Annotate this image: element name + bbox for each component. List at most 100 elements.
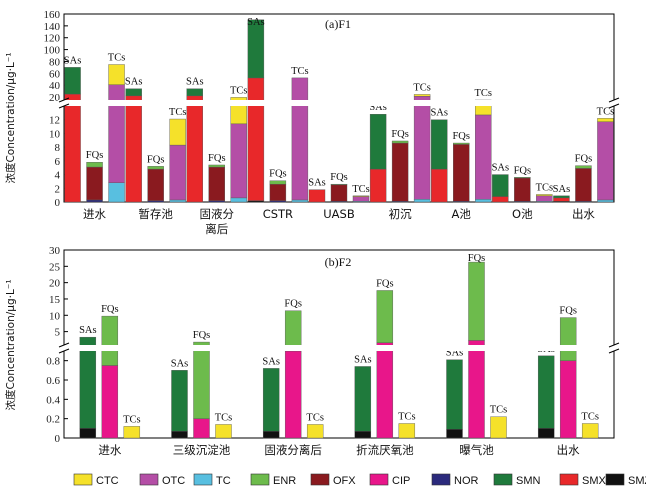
bar-group-label: SAs	[125, 77, 143, 88]
bar-smz	[446, 429, 463, 439]
y-tick-label: 80	[49, 56, 61, 68]
bar-ofx	[330, 184, 348, 202]
bar-group-label: TCs	[123, 414, 141, 425]
bar-group-label: TCs	[352, 184, 370, 195]
legend-label-ctc: CTC	[96, 475, 119, 487]
bar-enr	[391, 140, 409, 144]
bar-group-label: FQs	[330, 172, 348, 183]
bar-ctc	[581, 423, 599, 439]
bar-smz	[247, 200, 265, 203]
bar-ofx	[208, 166, 225, 201]
axis-break-gap	[58, 100, 620, 106]
bar-group-label: FQs	[376, 278, 394, 289]
bar-otc	[597, 121, 614, 201]
bar-ctc	[490, 416, 507, 439]
axis-break-mark	[58, 97, 70, 103]
bar-group-label: SAs	[369, 102, 387, 113]
bar-group-label: TCs	[474, 88, 492, 99]
y-tick-label: 15	[49, 294, 61, 306]
bar-tc	[108, 182, 125, 203]
category-label: 出水	[572, 207, 595, 221]
bar-smz	[171, 431, 188, 439]
bar-enr	[269, 180, 287, 185]
legend-label-tc: TC	[216, 475, 231, 487]
bar-enr	[376, 290, 394, 343]
bar-enr	[284, 310, 302, 352]
category-label: CSTR	[263, 207, 293, 221]
bar-group-label: FQs	[147, 154, 165, 165]
y-tick-label: 20	[49, 92, 61, 104]
bar-smx	[186, 95, 203, 203]
y-tick-label: 0	[55, 197, 61, 209]
y-tick-label: 140	[44, 21, 61, 33]
legend-swatch-smn	[493, 473, 513, 486]
legend-label-smz: SMZ	[628, 475, 646, 487]
y-tick-label: 10	[49, 310, 61, 322]
bar-group-label: FQs	[575, 154, 593, 165]
bar-enr	[193, 341, 210, 419]
bar-tc	[291, 199, 309, 203]
plot-frame	[63, 249, 615, 439]
category-label: 固液分离后	[264, 443, 322, 457]
bar-cip	[284, 350, 302, 439]
y-tick-label: 20	[49, 278, 61, 290]
bar-tc	[169, 199, 186, 203]
axis-break-mark	[608, 348, 620, 354]
bar-smx	[125, 95, 142, 203]
bar-ofx	[453, 144, 470, 202]
bar-otc	[291, 77, 309, 201]
bar-group-label: TCs	[413, 82, 431, 93]
bar-group-label: SAs	[308, 178, 326, 189]
bar-smz	[262, 431, 280, 439]
bar-smz	[79, 428, 97, 439]
legend-label-nor: NOR	[454, 475, 479, 487]
category-label: A池	[452, 207, 472, 221]
y-tick-label: 5	[55, 327, 61, 339]
bar-smx	[492, 196, 509, 203]
bar-tc	[475, 199, 492, 203]
bar-group-label: FQs	[208, 153, 226, 164]
bar-ofx	[86, 166, 103, 201]
bar-enr	[468, 261, 485, 341]
category-label: UASB	[323, 207, 355, 221]
legend-label-smn: SMN	[516, 475, 541, 487]
bar-smn	[262, 368, 280, 432]
bar-smn	[537, 355, 555, 429]
axis-break-mark	[58, 348, 70, 354]
bar-smn	[64, 67, 81, 95]
legend-label-cip: CIP	[392, 475, 410, 487]
y-tick-label: 8	[55, 142, 61, 154]
bar-enr	[147, 166, 164, 170]
legend: CTC OTC TC ENR OFX CIP NOR SMN SMX SMZ	[73, 473, 646, 487]
axis-break-mark	[608, 342, 620, 348]
bar-smn	[492, 174, 509, 197]
bar-smx	[369, 168, 387, 203]
bar-ctc	[398, 423, 416, 439]
bar-ctc	[108, 64, 125, 85]
bar-enr	[330, 183, 348, 186]
bar-smz	[537, 428, 555, 439]
category-label: 初沉	[389, 207, 412, 221]
bar-otc	[475, 114, 492, 200]
y-tick-label: 4	[55, 170, 61, 182]
y-tick-label: 0.8	[46, 356, 60, 368]
y-tick-label: 0.6	[46, 375, 60, 387]
category-label: 出水	[557, 443, 580, 457]
bar-group-label: SAs	[64, 55, 82, 66]
legend-swatch-ctc	[73, 473, 93, 486]
bar-group-label: SAs	[171, 358, 189, 369]
legend-swatch-otc	[139, 473, 159, 486]
bar-nor	[269, 200, 287, 203]
legend-swatch-nor	[431, 473, 451, 486]
bar-group-label: SAs	[262, 356, 280, 367]
bar-ctc	[597, 118, 614, 122]
bar-ofx	[391, 142, 409, 202]
legend-swatch-ofx	[310, 473, 330, 486]
bar-group-label: SAs	[247, 17, 265, 28]
bar-cip	[468, 340, 485, 439]
bar-group-label: FQs	[269, 169, 287, 180]
bar-smx	[64, 93, 81, 203]
category-label: 曝气池	[459, 443, 494, 457]
bar-group-label: TCs	[108, 53, 126, 64]
bar-group-label: FQs	[101, 304, 119, 315]
